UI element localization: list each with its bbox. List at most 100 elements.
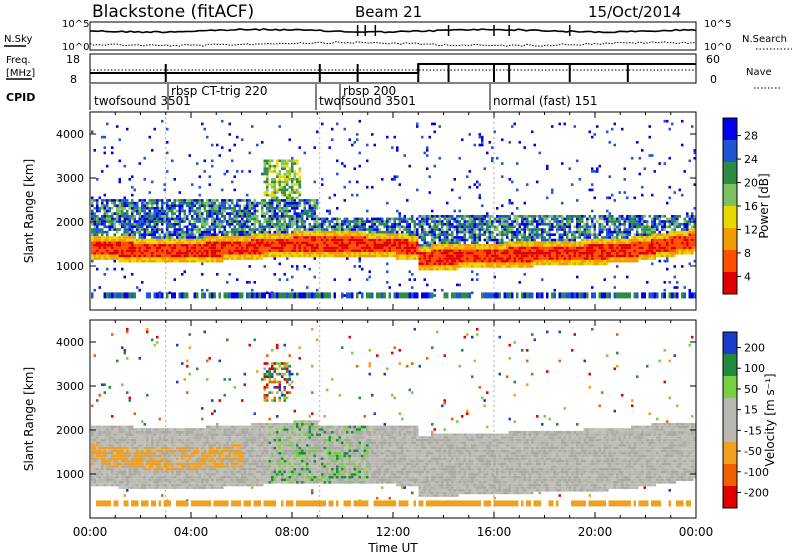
heatmap-cell	[138, 257, 141, 260]
heatmap-cell	[348, 241, 351, 245]
heatmap-cell	[443, 238, 446, 242]
heatmap-cell	[251, 201, 254, 205]
heatmap-cell	[288, 138, 291, 142]
heatmap-cell	[233, 236, 236, 239]
heatmap-cell	[461, 225, 464, 229]
heatmap-cell	[651, 154, 654, 157]
heatmap-cell	[348, 236, 351, 239]
heatmap-cell	[611, 230, 614, 234]
heatmap-cell	[278, 183, 281, 186]
heatmap-cell	[198, 233, 201, 237]
heatmap-cell	[341, 236, 344, 239]
heatmap-cell	[128, 236, 131, 239]
heatmap-cell	[508, 230, 511, 234]
heatmap-cell	[428, 222, 431, 226]
heatmap-cell	[291, 238, 294, 242]
heatmap-cell	[613, 254, 616, 258]
heatmap-cell	[558, 251, 561, 255]
heatmap-cell	[206, 209, 209, 213]
heatmap-cell	[658, 241, 661, 245]
heatmap-cell	[391, 236, 394, 239]
heatmap-cell	[378, 251, 381, 255]
heatmap-cell	[173, 233, 176, 237]
heatmap-cell	[558, 122, 561, 126]
heatmap-cell	[526, 225, 529, 229]
heatmap-cell	[293, 188, 296, 192]
heatmap-cell	[438, 249, 441, 252]
heatmap-cell	[498, 262, 501, 266]
heatmap-cell	[231, 199, 234, 202]
heatmap-cell	[436, 267, 439, 271]
heatmap-cell	[231, 251, 234, 255]
heatmap-cell	[376, 249, 379, 252]
heatmap-cell	[148, 251, 151, 255]
heatmap-cell	[516, 233, 519, 237]
heatmap-cell	[201, 222, 204, 226]
heatmap-cell	[653, 241, 656, 245]
heatmap-cell	[398, 215, 401, 218]
heatmap-cell	[123, 254, 126, 258]
heatmap-cell	[278, 278, 281, 281]
heatmap-cell	[296, 191, 299, 194]
heatmap-cell	[198, 193, 201, 197]
heatmap-cell	[168, 209, 171, 213]
heatmap-cell	[166, 246, 169, 250]
heatmap-cell	[208, 259, 211, 263]
heatmap-cell	[476, 217, 479, 221]
heatmap-cell	[516, 251, 519, 255]
heatmap-cell	[286, 209, 289, 213]
heatmap-cell	[381, 241, 384, 245]
heatmap-cell	[113, 251, 116, 255]
heatmap-cell	[191, 238, 194, 242]
heatmap-cell	[176, 238, 179, 242]
heatmap-cell	[516, 215, 519, 218]
heatmap-cell	[336, 230, 339, 234]
heatmap-cell	[653, 246, 656, 250]
heatmap-cell	[611, 215, 614, 218]
heatmap-cell	[421, 225, 424, 229]
heatmap-cell	[281, 162, 284, 165]
heatmap-cell	[266, 170, 269, 173]
heatmap-cell	[656, 225, 659, 229]
heatmap-cell	[366, 217, 369, 221]
heatmap-cell	[121, 249, 124, 252]
heatmap-cell	[96, 204, 99, 208]
heatmap-cell	[378, 230, 381, 234]
heatmap-cell	[628, 233, 631, 237]
heatmap-cell	[541, 262, 544, 266]
heatmap-cell	[296, 207, 299, 210]
heatmap-cell	[291, 230, 294, 234]
heatmap-cell	[603, 236, 606, 239]
heatmap-cell	[103, 215, 106, 218]
heatmap-cell	[261, 225, 264, 229]
heatmap-cell	[286, 292, 289, 299]
heatmap-cell	[563, 222, 566, 226]
heatmap-cell	[483, 233, 486, 237]
heatmap-cell	[553, 244, 556, 247]
heatmap-cell	[648, 246, 651, 250]
heatmap-cell	[348, 251, 351, 255]
heatmap-cell	[281, 241, 284, 245]
heatmap-cell	[213, 225, 216, 229]
heatmap-cell	[283, 246, 286, 250]
heatmap-cell	[488, 292, 491, 299]
heatmap-cell	[116, 241, 119, 245]
heatmap-cell	[508, 199, 511, 202]
heatmap-cell	[451, 236, 454, 239]
heatmap-cell	[198, 185, 201, 189]
heatmap-cell	[241, 246, 244, 250]
heatmap-cell	[358, 238, 361, 242]
heatmap-cell	[331, 138, 334, 142]
heatmap-cell	[113, 249, 116, 252]
heatmap-cell	[496, 265, 499, 268]
heatmap-cell	[178, 292, 181, 299]
heatmap-cell	[528, 254, 531, 258]
heatmap-cell	[523, 233, 526, 237]
heatmap-cell	[293, 207, 296, 210]
heatmap-cell	[503, 225, 506, 229]
heatmap-cell	[373, 244, 376, 247]
heatmap-cell	[533, 259, 536, 263]
heatmap-cell	[308, 209, 311, 213]
heatmap-cell	[153, 199, 156, 202]
heatmap-cell	[251, 215, 254, 218]
